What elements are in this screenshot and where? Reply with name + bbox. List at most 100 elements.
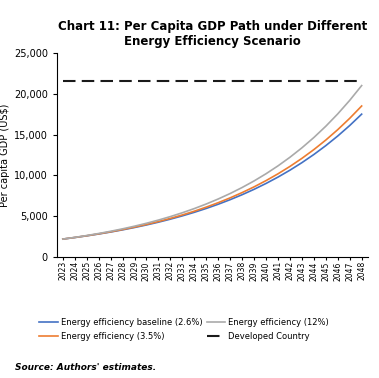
Energy efficiency (12%): [96, 231, 101, 236]
Energy efficiency (3.5%): [264, 178, 268, 183]
Energy efficiency (12%): [240, 185, 244, 190]
Energy efficiency baseline (2.6%): [288, 168, 292, 172]
Developed Country: [96, 79, 101, 84]
Energy efficiency baseline (2.6%): [312, 152, 316, 157]
Developed Country: [276, 79, 280, 84]
Developed Country: [264, 79, 268, 84]
Title: Chart 11: Per Capita GDP Path under Different
Energy Efficiency Scenario: Chart 11: Per Capita GDP Path under Diff…: [58, 20, 367, 48]
Energy efficiency (3.5%): [359, 104, 364, 108]
Developed Country: [108, 79, 113, 84]
Energy efficiency (12%): [72, 235, 77, 240]
Energy efficiency baseline (2.6%): [335, 134, 340, 138]
Energy efficiency (12%): [324, 124, 328, 129]
Energy efficiency baseline (2.6%): [204, 206, 208, 211]
Energy efficiency (3.5%): [108, 229, 113, 234]
Energy efficiency (3.5%): [252, 184, 256, 189]
Line: Energy efficiency (12%): Energy efficiency (12%): [63, 85, 362, 239]
Energy efficiency baseline (2.6%): [156, 220, 161, 225]
Developed Country: [348, 79, 352, 84]
Energy efficiency (3.5%): [120, 227, 125, 232]
Energy efficiency baseline (2.6%): [264, 181, 268, 186]
Energy efficiency (3.5%): [228, 195, 232, 200]
Energy efficiency baseline (2.6%): [120, 228, 125, 232]
Energy efficiency baseline (2.6%): [96, 232, 101, 236]
Energy efficiency baseline (2.6%): [276, 175, 280, 179]
Energy efficiency baseline (2.6%): [359, 112, 364, 116]
Energy efficiency (3.5%): [312, 147, 316, 152]
Developed Country: [228, 79, 232, 84]
Energy efficiency (3.5%): [144, 222, 149, 227]
Energy efficiency baseline (2.6%): [85, 234, 89, 238]
Energy efficiency baseline (2.6%): [300, 160, 304, 165]
Energy efficiency (3.5%): [204, 205, 208, 209]
Energy efficiency baseline (2.6%): [252, 187, 256, 192]
Energy efficiency (3.5%): [180, 213, 185, 217]
Developed Country: [204, 79, 208, 84]
Energy efficiency (12%): [168, 214, 173, 219]
Energy efficiency (12%): [348, 98, 352, 103]
Developed Country: [288, 79, 292, 84]
Energy efficiency (12%): [288, 155, 292, 160]
Energy efficiency (12%): [180, 211, 185, 215]
Developed Country: [72, 79, 77, 84]
Energy efficiency (3.5%): [96, 232, 101, 236]
Developed Country: [85, 79, 89, 84]
Energy efficiency baseline (2.6%): [216, 202, 221, 206]
Energy efficiency (12%): [312, 135, 316, 140]
Developed Country: [192, 79, 197, 84]
Energy efficiency (3.5%): [324, 138, 328, 143]
Energy efficiency baseline (2.6%): [192, 210, 197, 215]
Y-axis label: Per capita GDP (US$): Per capita GDP (US$): [0, 103, 9, 207]
Energy efficiency baseline (2.6%): [228, 197, 232, 202]
Energy efficiency (3.5%): [72, 235, 77, 240]
Developed Country: [324, 79, 328, 84]
Energy efficiency baseline (2.6%): [72, 235, 77, 240]
Energy efficiency (12%): [216, 197, 221, 201]
Energy efficiency (3.5%): [168, 216, 173, 221]
Energy efficiency (3.5%): [61, 237, 65, 241]
Energy efficiency (3.5%): [132, 225, 137, 229]
Energy efficiency baseline (2.6%): [180, 214, 185, 218]
Developed Country: [312, 79, 316, 84]
Energy efficiency (3.5%): [300, 156, 304, 161]
Text: Source: Authors' estimates.: Source: Authors' estimates.: [15, 363, 156, 372]
Energy efficiency (3.5%): [156, 219, 161, 224]
Energy efficiency (12%): [192, 206, 197, 211]
Energy efficiency baseline (2.6%): [168, 217, 173, 222]
Energy efficiency (3.5%): [335, 127, 340, 132]
Energy efficiency (12%): [264, 172, 268, 176]
Developed Country: [216, 79, 221, 84]
Energy efficiency (3.5%): [192, 209, 197, 214]
Developed Country: [359, 79, 364, 84]
Energy efficiency (12%): [276, 164, 280, 168]
Legend: Energy efficiency baseline (2.6%), Energy efficiency (3.5%), Energy efficiency (: Energy efficiency baseline (2.6%), Energ…: [39, 318, 329, 341]
Energy efficiency (12%): [120, 226, 125, 231]
Energy efficiency baseline (2.6%): [348, 123, 352, 128]
Energy efficiency (12%): [132, 224, 137, 228]
Energy efficiency (12%): [335, 112, 340, 116]
Energy efficiency baseline (2.6%): [108, 230, 113, 234]
Developed Country: [144, 79, 149, 84]
Energy efficiency baseline (2.6%): [240, 192, 244, 197]
Energy efficiency (3.5%): [288, 164, 292, 169]
Energy efficiency (12%): [300, 146, 304, 150]
Energy efficiency baseline (2.6%): [144, 223, 149, 227]
Developed Country: [156, 79, 161, 84]
Developed Country: [132, 79, 137, 84]
Energy efficiency (12%): [108, 229, 113, 234]
Energy efficiency (3.5%): [276, 172, 280, 176]
Developed Country: [180, 79, 185, 84]
Energy efficiency (3.5%): [216, 200, 221, 205]
Developed Country: [168, 79, 173, 84]
Energy efficiency (3.5%): [348, 116, 352, 121]
Energy efficiency (12%): [144, 221, 149, 226]
Energy efficiency baseline (2.6%): [61, 237, 65, 241]
Energy efficiency baseline (2.6%): [324, 143, 328, 148]
Energy efficiency (12%): [156, 218, 161, 222]
Energy efficiency (12%): [204, 202, 208, 206]
Developed Country: [335, 79, 340, 84]
Energy efficiency (3.5%): [85, 234, 89, 238]
Energy efficiency (3.5%): [240, 190, 244, 195]
Developed Country: [120, 79, 125, 84]
Developed Country: [240, 79, 244, 84]
